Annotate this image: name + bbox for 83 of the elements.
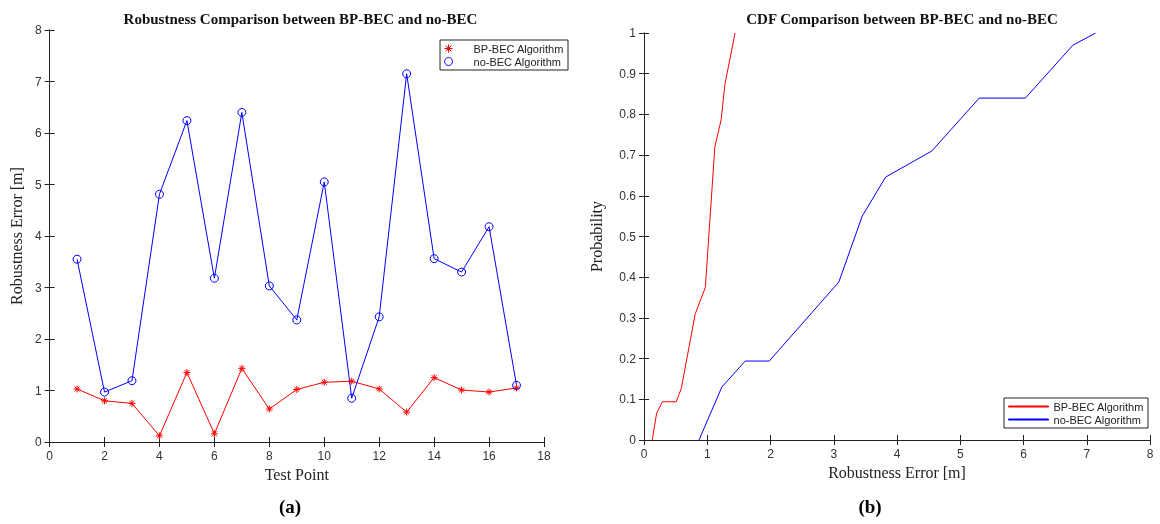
point — [457, 385, 466, 394]
point — [264, 281, 274, 291]
point — [100, 387, 110, 397]
text: (b) — [857, 495, 883, 519]
x-tick-label: 5 — [956, 447, 964, 461]
x-tick-label: 4 — [156, 449, 164, 463]
legend-label: BP-BEC Algorithm — [473, 42, 564, 55]
y-tick-label: 1 — [629, 26, 637, 40]
x-axis-title: Test Point — [264, 466, 330, 484]
point — [127, 376, 137, 386]
x-tick-label: 18 — [537, 449, 551, 463]
point — [402, 69, 412, 79]
y-tick-label: 5 — [34, 177, 42, 192]
point — [73, 384, 82, 393]
x-tick-label: 0 — [640, 447, 648, 461]
y-tick-label: 0 — [34, 435, 42, 449]
y-tick-label: 4 — [34, 229, 42, 243]
y-tick-label: 0.3 — [619, 310, 637, 325]
y-axis-title: Robustness Error [m] — [7, 167, 25, 305]
point — [154, 189, 164, 199]
y-tick-label: 8 — [34, 23, 42, 37]
y-tick-label: 7 — [34, 74, 42, 89]
point — [127, 399, 136, 408]
point — [182, 368, 191, 377]
x-tick-label: 8 — [1146, 447, 1154, 461]
point — [237, 107, 247, 117]
point — [402, 408, 411, 417]
y-tick-label: 1 — [34, 383, 42, 398]
y-tick-label: 0.1 — [619, 392, 637, 407]
point — [209, 273, 219, 283]
point — [375, 384, 384, 393]
point — [237, 364, 246, 373]
x-tick-label: 14 — [427, 449, 442, 463]
y-tick-label: 0.5 — [619, 229, 637, 244]
point — [429, 254, 439, 264]
point — [484, 222, 494, 232]
point — [457, 267, 467, 277]
x-tick-label: 8 — [265, 449, 273, 463]
point — [347, 393, 357, 403]
point — [72, 254, 82, 264]
point — [100, 396, 109, 405]
point — [265, 405, 274, 414]
point — [182, 116, 192, 126]
y-axis-title: Probability — [587, 200, 606, 273]
y-tick-label: 0.2 — [619, 351, 637, 366]
x-tick-label: 4 — [893, 447, 901, 461]
chart-title: Robustness Comparison between BP-BEC and no-BEC — [123, 10, 478, 27]
text: (a) — [277, 495, 303, 519]
x-axis-title: Robustness Error [m] — [828, 464, 966, 482]
legend-label: BP-BEC Algorithm — [1053, 400, 1144, 413]
x-tick-label: 2 — [101, 449, 109, 463]
point — [319, 177, 329, 187]
x-tick-label: 10 — [317, 449, 332, 463]
x-tick-label: 12 — [372, 449, 387, 463]
legend-label: no-BEC Algorithm — [473, 55, 561, 68]
point — [485, 388, 494, 397]
y-tick-label: 0.8 — [619, 107, 637, 122]
x-tick-label: 7 — [1083, 447, 1091, 461]
x-tick-label: 6 — [1020, 447, 1028, 461]
x-tick-label: 1 — [703, 447, 711, 461]
x-tick-label: 0 — [46, 449, 54, 463]
x-tick-label: 16 — [482, 449, 497, 463]
point — [430, 373, 439, 382]
y-tick-label: 0.6 — [619, 188, 637, 203]
y-tick-label: 0.9 — [619, 66, 637, 81]
point — [374, 312, 384, 322]
point — [347, 377, 356, 386]
x-tick-label: 3 — [830, 447, 838, 461]
y-tick-label: 0.7 — [619, 148, 637, 163]
point — [210, 429, 219, 438]
legend-label: no-BEC Algorithm — [1053, 413, 1141, 426]
line-series — [651, 32, 736, 441]
point — [320, 378, 329, 387]
y-tick-label: 6 — [34, 126, 42, 140]
x-tick-label: 6 — [211, 449, 219, 463]
y-tick-label: 0.4 — [619, 270, 637, 285]
point — [292, 385, 301, 394]
chart-title: CDF Comparison between BP-BEC and no-BEC — [746, 10, 1058, 27]
y-tick-label: 3 — [34, 280, 42, 295]
y-tick-label: 0 — [629, 433, 637, 447]
x-tick-label: 2 — [767, 447, 775, 461]
point — [292, 315, 302, 325]
y-tick-label: 2 — [34, 332, 42, 346]
